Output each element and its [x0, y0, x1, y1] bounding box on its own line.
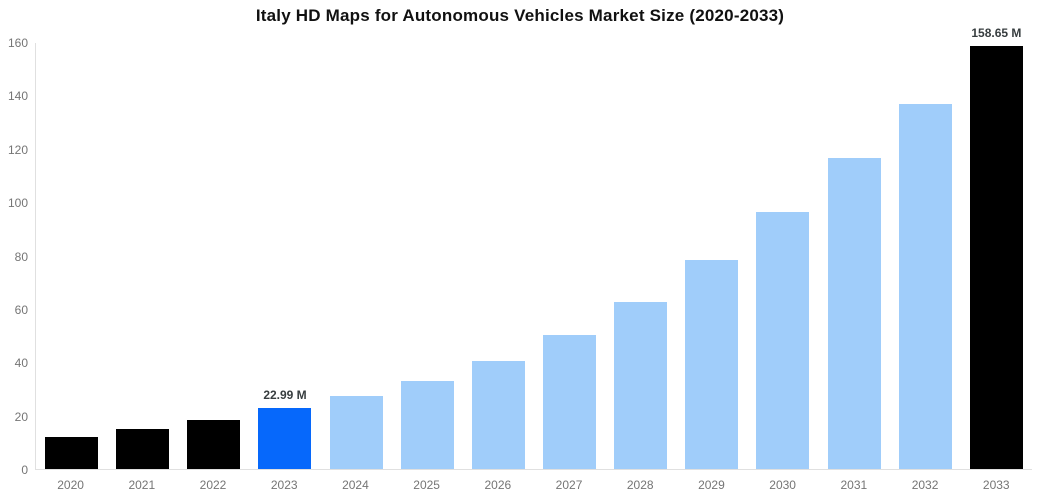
- x-tick-label-2031: 2031: [840, 478, 868, 492]
- x-axis: 2020 2021 2022 2023 2024 2025 2026 2027 2028 2029…: [35, 478, 1032, 493]
- bar-2025: [400, 380, 454, 469]
- bar-2028: [614, 301, 668, 469]
- chart-title: Italy HD Maps for Autonomous Vehicles Ma…: [255, 6, 785, 25]
- bar-slot-2026: [463, 43, 534, 469]
- y-tick-label: 0: [21, 463, 28, 477]
- x-tick-label-2026: 2026: [484, 478, 512, 492]
- x-tick-label-2025: 2025: [413, 478, 440, 492]
- x-tick-label-2029: 2029: [698, 478, 725, 492]
- y-tick-label: 60: [14, 302, 28, 317]
- bars-row: 22.99 M 158.65 M: [36, 26, 1032, 469]
- bar-slot-2032: [890, 43, 961, 469]
- y-tick-label: 100: [7, 196, 28, 211]
- bar-2033: [969, 45, 1023, 469]
- bar-2032: [898, 103, 952, 469]
- x-tick-label-2030: 2030: [769, 478, 796, 492]
- bar-2020: [45, 436, 99, 469]
- x-tick-label-2024: 2024: [342, 478, 369, 492]
- bar-2027: [543, 335, 597, 469]
- bar-2022: [187, 420, 241, 469]
- bar-slot-2022: [178, 43, 249, 469]
- bar-slot-2024: [321, 43, 392, 469]
- x-tick-label-2027: 2027: [555, 478, 583, 492]
- bar-slot-2031: [819, 43, 890, 469]
- x-tick-label-2023: 2023: [270, 478, 298, 492]
- bar-2030: [756, 211, 810, 469]
- x-tick-label-2028: 2028: [626, 478, 654, 492]
- bar-2023: [258, 407, 312, 469]
- y-tick-label: 20: [14, 409, 28, 424]
- bar-slot-2025: [392, 43, 463, 469]
- bar-value-label-2033: 158.65 M: [971, 25, 1022, 40]
- x-tick-label-2020: 2020: [57, 478, 84, 492]
- bar-slot-2023: 22.99 M: [249, 43, 320, 469]
- bar-2026: [471, 360, 525, 469]
- bar-slot-2021: [107, 43, 178, 469]
- x-tick-label-2022: 2022: [199, 478, 227, 492]
- y-tick-label: 140: [7, 89, 28, 104]
- x-tick-label-2032: 2032: [911, 478, 939, 492]
- x-tick-label-2033: 2033: [982, 478, 1010, 492]
- y-tick-label: 160: [7, 36, 28, 50]
- bar-2021: [116, 428, 170, 469]
- y-tick-label: 80: [14, 249, 28, 264]
- y-tick-label: 40: [14, 356, 28, 371]
- bar-2029: [685, 260, 739, 469]
- y-axis: 0 20 40 60 80 100 120 140 160: [0, 36, 28, 477]
- x-tick-label-2021: 2021: [128, 478, 156, 492]
- plot-area: 22.99 M 158.65 M: [35, 26, 1032, 470]
- bar-value-label-2023: 22.99 M: [263, 387, 307, 402]
- bar-slot-2033: 158.65 M: [961, 26, 1032, 469]
- bar-slot-2028: [605, 43, 676, 469]
- y-tick-label: 120: [7, 142, 28, 157]
- bar-slot-2029: [676, 43, 747, 469]
- bar-slot-2027: [534, 43, 605, 469]
- bar-2024: [329, 395, 383, 469]
- bar-2031: [827, 158, 881, 469]
- bar-slot-2030: [747, 43, 818, 469]
- bar-slot-2020: [36, 43, 107, 469]
